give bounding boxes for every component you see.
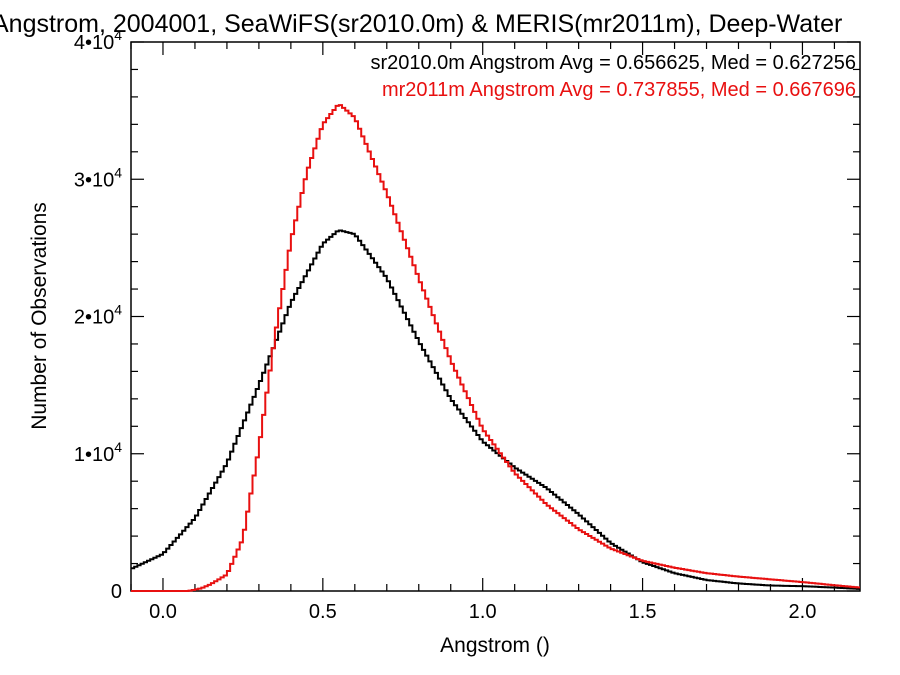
y-tick-mantissa: 3•10 [74,169,114,191]
x-tick-label: 0.5 [309,601,337,623]
series-line-mr2011m [131,104,860,592]
y-tick-mantissa: 2•10 [74,307,114,329]
plot-frame [130,41,861,592]
x-tick-label: 1.5 [629,601,657,623]
series-line-sr2010.0m [131,229,860,590]
y-tick-label: 1•104 [74,439,122,466]
legend-entry-sr2010.0m: sr2010.0m Angstrom Avg = 0.656625, Med =… [370,52,856,74]
legend: sr2010.0m Angstrom Avg = 0.656625, Med =… [370,52,856,101]
x-tick-label: 2.0 [789,601,817,623]
y-tick-label: 0 [111,581,122,603]
y-tick-exponent: 4 [114,164,122,180]
y-tick-label: 3•104 [74,164,122,191]
series-lines [131,104,860,592]
y-tick-exponent: 4 [114,439,122,455]
y-tick-exponent: 4 [114,302,122,318]
x-tick-label: 0.0 [149,601,177,623]
y-tick-exponent: 4 [114,27,122,43]
y-tick-mantissa: 4•10 [74,32,114,54]
chart-title: Angstrom, 2004001, SeaWiFS(sr2010.0m) & … [0,10,842,38]
y-tick-label: 4•104 [74,27,122,54]
x-axis-label: Angstrom () [440,634,550,657]
y-tick-mantissa: 1•10 [74,444,114,466]
y-tick-label: 2•104 [74,302,122,329]
x-tick-label: 1.0 [469,601,497,623]
legend-entry-mr2011m: mr2011m Angstrom Avg = 0.737855, Med = 0… [382,79,856,101]
y-axis-label: Number of Observations [28,202,51,430]
